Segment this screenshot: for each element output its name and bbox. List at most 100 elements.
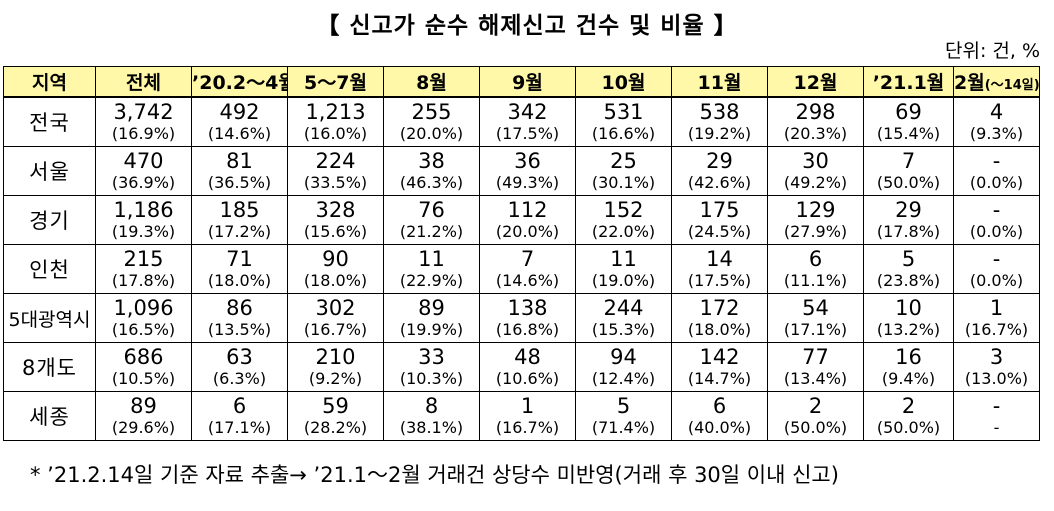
count-value: 142: [699, 344, 740, 369]
count-value: 11: [418, 246, 445, 271]
percent-value: (0.0%): [969, 270, 1024, 290]
count-value: 1,213: [305, 99, 366, 124]
data-cell: - (0.0%): [953, 146, 1040, 196]
data-cell: 210 (9.2%): [287, 342, 384, 392]
count-value: 90: [322, 246, 349, 271]
percent-value: (9.3%): [969, 123, 1024, 143]
data-cell: 531 (16.6%): [575, 96, 672, 147]
percent-value: (50.0%): [876, 172, 941, 192]
count-value: 86: [226, 295, 253, 320]
percent-value: (13.2%): [876, 319, 941, 339]
data-cell: 138 (16.8%): [479, 293, 576, 343]
percent-value: (17.1%): [783, 319, 848, 339]
count-value: 302: [315, 295, 356, 320]
percent-value: (13.4%): [783, 368, 848, 388]
data-cell: 224 (33.5%): [287, 146, 384, 196]
data-cell: 172 (18.0%): [671, 293, 768, 343]
count-value: 210: [315, 344, 356, 369]
data-cell: 5 (23.8%): [863, 244, 954, 294]
count-value: 175: [699, 197, 740, 222]
header-may-jul: 5～7월: [287, 66, 384, 98]
data-cell: 244 (15.3%): [575, 293, 672, 343]
count-value: -: [992, 246, 1001, 271]
percent-value: (16.7%): [303, 319, 368, 339]
data-cell: 7 (14.6%): [479, 244, 576, 294]
data-cell: 10 (13.2%): [863, 293, 954, 343]
count-value: 185: [219, 197, 260, 222]
count-value: 152: [603, 197, 644, 222]
percent-value: (17.1%): [207, 417, 272, 437]
count-value: 3,742: [113, 99, 174, 124]
count-value: 172: [699, 295, 740, 320]
percent-value: (14.6%): [495, 270, 560, 290]
data-cell: 77 (13.4%): [767, 342, 864, 392]
count-value: 14: [706, 246, 733, 271]
data-cell: 11 (22.9%): [383, 244, 480, 294]
data-cell: 470 (36.9%): [95, 146, 192, 196]
percent-value: (20.3%): [783, 123, 848, 143]
percent-value: (27.9%): [783, 221, 848, 241]
count-value: 11: [610, 246, 637, 271]
count-value: 29: [706, 148, 733, 173]
percent-value: (24.5%): [687, 221, 752, 241]
table-row: 경기 1,186 (19.3%) 185 (17.2%) 328 (15.6%) 76 (21.…: [3, 195, 1040, 245]
percent-value: (14.6%): [207, 123, 272, 143]
count-value: 1,096: [113, 295, 174, 320]
percent-value: (33.5%): [303, 172, 368, 192]
header-feb-apr-2020: ’20.2～4월: [191, 66, 288, 98]
percent-value: (0.0%): [969, 221, 1024, 241]
percent-value: (16.7%): [964, 319, 1029, 339]
percent-value: (42.6%): [687, 172, 752, 192]
percent-value: (16.7%): [495, 417, 560, 437]
count-value: 77: [802, 344, 829, 369]
count-value: 531: [603, 99, 644, 124]
count-value: 16: [895, 344, 922, 369]
data-cell: 38 (46.3%): [383, 146, 480, 196]
count-value: 94: [610, 344, 637, 369]
percent-value: (23.8%): [876, 270, 941, 290]
data-cell: - (0.0%): [953, 195, 1040, 245]
percent-value: (50.0%): [783, 417, 848, 437]
data-cell: 142 (14.7%): [671, 342, 768, 392]
count-value: 25: [610, 148, 637, 173]
count-value: 63: [226, 344, 253, 369]
percent-value: (15.3%): [591, 319, 656, 339]
table-row: 서울 470 (36.9%) 81 (36.5%) 224 (33.5%) 38 (46.3%)…: [3, 146, 1040, 196]
region-cell: 서울: [3, 146, 96, 196]
count-value: 470: [123, 148, 164, 173]
region-cell: 8개도: [3, 342, 96, 392]
data-cell: 1,096 (16.5%): [95, 293, 192, 343]
percent-value: (16.6%): [591, 123, 656, 143]
percent-value: (49.2%): [783, 172, 848, 192]
header-region: 지역: [3, 66, 96, 98]
percent-value: (10.6%): [495, 368, 560, 388]
table-row: 5대광역시 1,096 (16.5%) 86 (13.5%) 302 (16.7%) 89 (1…: [3, 293, 1040, 343]
data-cell: 538 (19.2%): [671, 96, 768, 147]
data-cell: 54 (17.1%): [767, 293, 864, 343]
percent-value: (50.0%): [876, 417, 941, 437]
data-cell: 3,742 (16.9%): [95, 96, 192, 147]
percent-value: (10.3%): [399, 368, 464, 388]
count-value: -: [992, 393, 1001, 418]
unit-label: 단위: 건, %: [944, 40, 1040, 62]
percent-value: (28.2%): [303, 417, 368, 437]
data-cell: 86 (13.5%): [191, 293, 288, 343]
data-cell: 6 (11.1%): [767, 244, 864, 294]
percent-value: (17.8%): [111, 270, 176, 290]
percent-value: (17.5%): [495, 123, 560, 143]
percent-value: (46.3%): [399, 172, 464, 192]
percent-value: (18.0%): [303, 270, 368, 290]
data-cell: 328 (15.6%): [287, 195, 384, 245]
data-cell: 16 (9.4%): [863, 342, 954, 392]
header-jan-2021: ’21.1월: [863, 66, 954, 98]
count-value: 129: [795, 197, 836, 222]
data-cell: 48 (10.6%): [479, 342, 576, 392]
percent-value: (12.4%): [591, 368, 656, 388]
percent-value: (19.2%): [687, 123, 752, 143]
count-value: 89: [418, 295, 445, 320]
count-value: 30: [802, 148, 829, 173]
table-row: 8개도 686 (10.5%) 63 (6.3%) 210 (9.2%) 33 (10.3%) 4…: [3, 342, 1040, 392]
count-value: 6: [712, 393, 727, 418]
data-cell: 6 (17.1%): [191, 391, 288, 441]
percent-value: (10.5%): [111, 368, 176, 388]
